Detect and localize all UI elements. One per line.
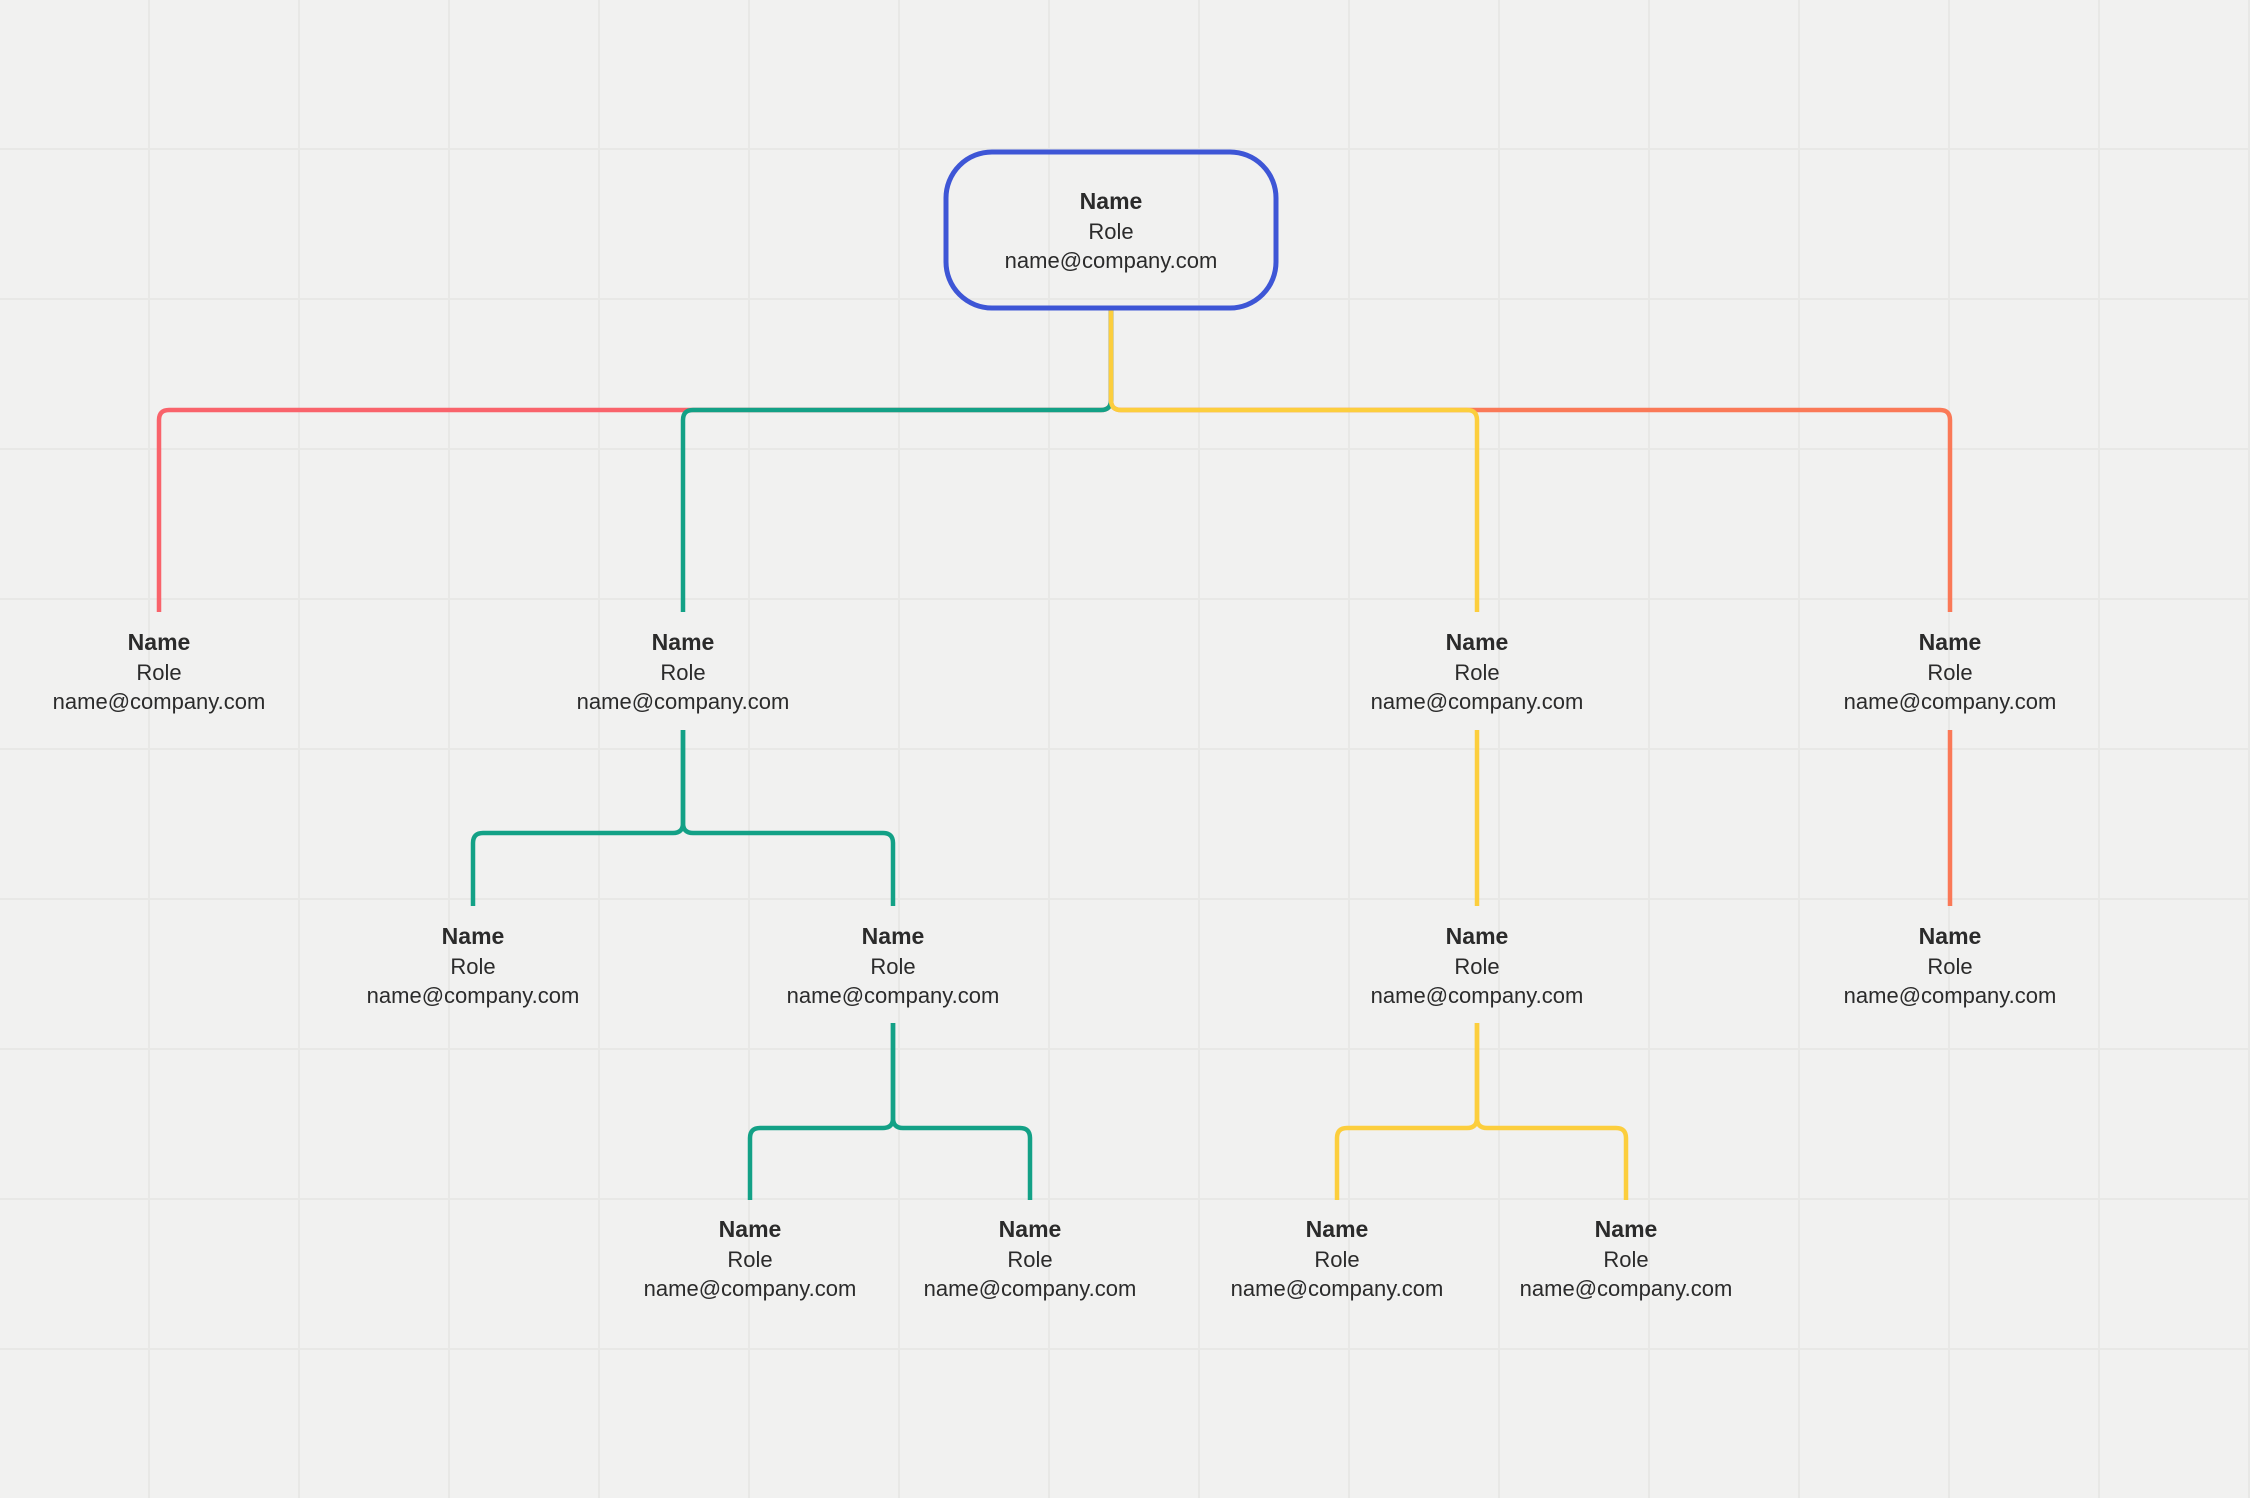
org-node-level3-teal-b[interactable]: Name Role name@company.com bbox=[787, 922, 1000, 1011]
node-email: name@company.com bbox=[52, 689, 266, 714]
node-email: name@company.com bbox=[1519, 1276, 1733, 1301]
connector-root-to-child3-yellow bbox=[1108, 308, 1480, 612]
root-node-outline bbox=[943, 149, 1279, 311]
node-role: Role bbox=[1314, 1246, 1360, 1272]
node-email: name@company.com bbox=[366, 983, 580, 1008]
org-node-level4-teal-b[interactable]: Name Role name@company.com bbox=[924, 1215, 1137, 1304]
node-name: Name bbox=[718, 1216, 782, 1242]
connector-root-to-child2-teal bbox=[680, 308, 1114, 612]
node-email: name@company.com bbox=[1843, 983, 2057, 1008]
org-node-level2-child-3[interactable]: Name Role name@company.com bbox=[1371, 628, 1584, 717]
node-email: name@company.com bbox=[1230, 1276, 1444, 1301]
node-email: name@company.com bbox=[643, 1276, 857, 1301]
node-role: Role bbox=[1603, 1246, 1649, 1272]
node-name: Name bbox=[1079, 188, 1143, 214]
node-role: Role bbox=[1454, 953, 1500, 979]
org-node-level3-orange[interactable]: Name Role name@company.com bbox=[1844, 922, 2057, 1011]
org-node-level2-child-1[interactable]: Name Role name@company.com bbox=[53, 628, 266, 717]
connector-teal-l3b-to-l4b bbox=[890, 1023, 1033, 1200]
node-name: Name bbox=[1305, 1216, 1369, 1242]
node-role: Role bbox=[870, 953, 916, 979]
node-name: Name bbox=[998, 1216, 1062, 1242]
org-node-root[interactable]: Name Role name@company.com bbox=[1005, 187, 1218, 276]
node-role: Role bbox=[1927, 953, 1973, 979]
org-node-level2-child-4[interactable]: Name Role name@company.com bbox=[1844, 628, 2057, 717]
node-name: Name bbox=[1594, 1216, 1658, 1242]
node-name: Name bbox=[1918, 629, 1982, 655]
connector-teal-to-l3a bbox=[470, 730, 686, 906]
org-node-level4-yellow-a[interactable]: Name Role name@company.com bbox=[1231, 1215, 1444, 1304]
node-email: name@company.com bbox=[1370, 983, 1584, 1008]
node-role: Role bbox=[136, 659, 182, 685]
org-node-level2-child-2[interactable]: Name Role name@company.com bbox=[577, 628, 790, 717]
node-name: Name bbox=[1445, 629, 1509, 655]
org-node-level3-teal-a[interactable]: Name Role name@company.com bbox=[367, 922, 580, 1011]
node-email: name@company.com bbox=[1004, 248, 1218, 273]
node-role: Role bbox=[450, 953, 496, 979]
node-email: name@company.com bbox=[576, 689, 790, 714]
node-name: Name bbox=[441, 923, 505, 949]
node-name: Name bbox=[651, 629, 715, 655]
connector-root-to-child4-orange bbox=[1108, 308, 1953, 612]
connector-teal-to-l3b bbox=[680, 730, 896, 906]
node-name: Name bbox=[861, 923, 925, 949]
connector-yellow-l3-to-l4a bbox=[1334, 1023, 1480, 1200]
node-email: name@company.com bbox=[1370, 689, 1584, 714]
node-name: Name bbox=[127, 629, 191, 655]
org-node-level4-yellow-b[interactable]: Name Role name@company.com bbox=[1520, 1215, 1733, 1304]
node-email: name@company.com bbox=[786, 983, 1000, 1008]
node-role: Role bbox=[1088, 218, 1134, 244]
node-role: Role bbox=[1927, 659, 1973, 685]
connector-teal-l3b-to-l4a bbox=[747, 1023, 896, 1200]
connector-yellow-l3-to-l4b bbox=[1474, 1023, 1629, 1200]
node-role: Role bbox=[1007, 1246, 1053, 1272]
node-email: name@company.com bbox=[1843, 689, 2057, 714]
node-name: Name bbox=[1918, 923, 1982, 949]
node-role: Role bbox=[1454, 659, 1500, 685]
connector-root-to-child1-red bbox=[156, 308, 1114, 612]
node-role: Role bbox=[660, 659, 706, 685]
node-email: name@company.com bbox=[923, 1276, 1137, 1301]
node-role: Role bbox=[727, 1246, 773, 1272]
node-name: Name bbox=[1445, 923, 1509, 949]
org-node-level3-yellow[interactable]: Name Role name@company.com bbox=[1371, 922, 1584, 1011]
org-node-level4-teal-a[interactable]: Name Role name@company.com bbox=[644, 1215, 857, 1304]
